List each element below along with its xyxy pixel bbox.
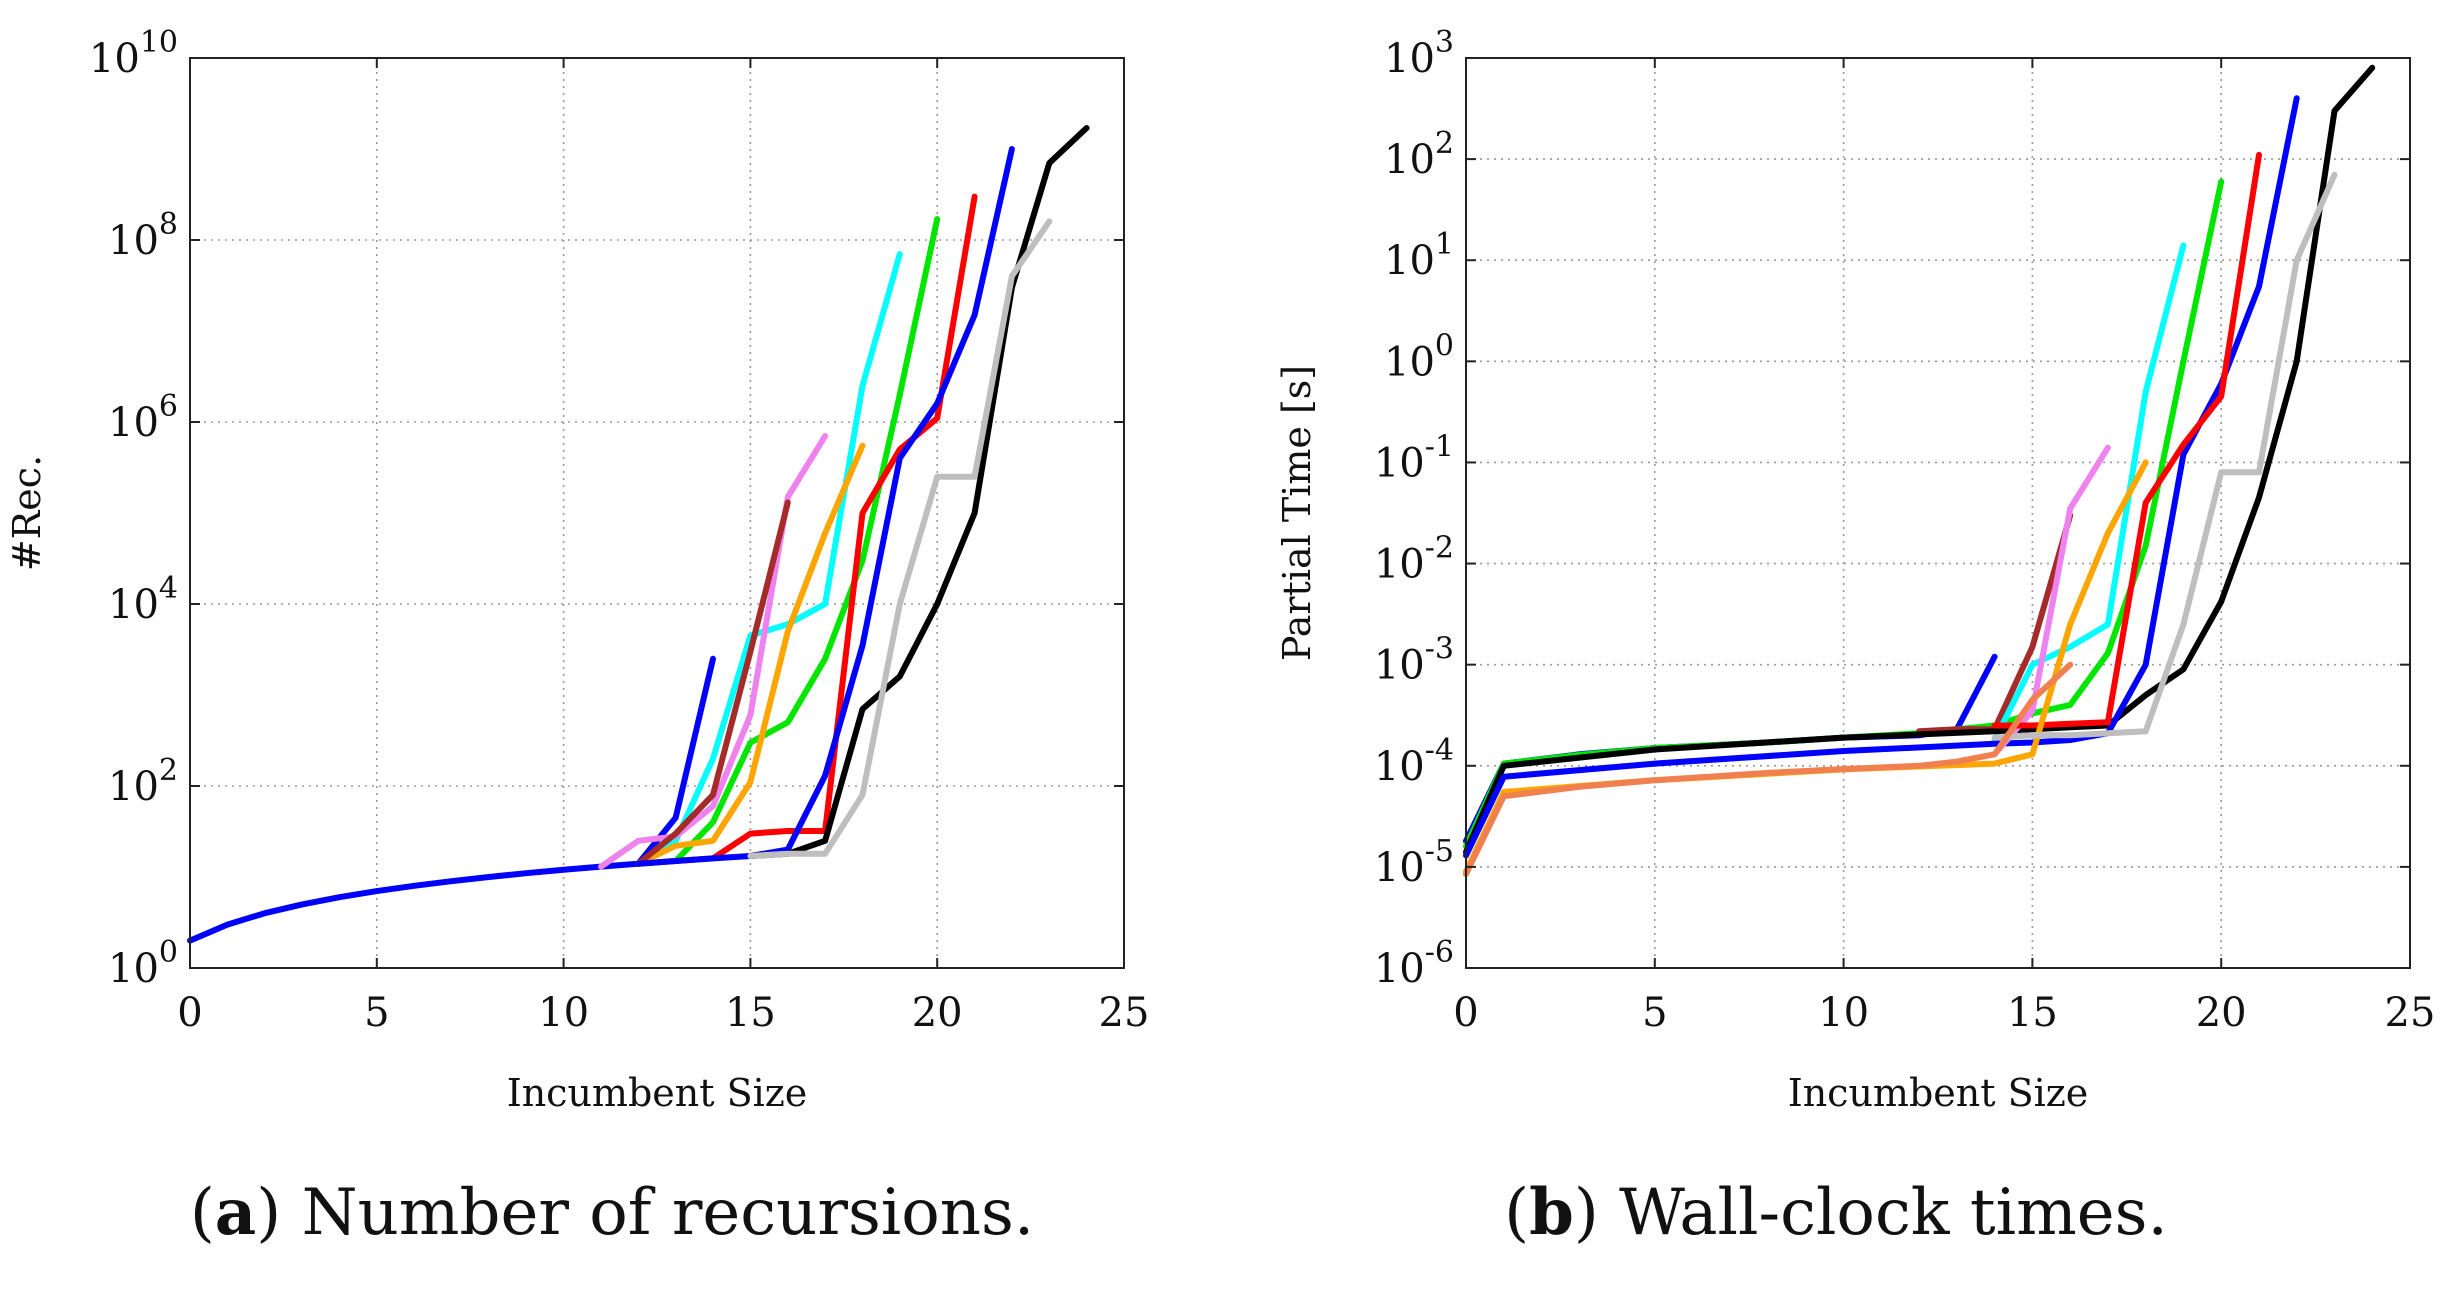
x-tick-label: 20: [912, 990, 963, 1036]
series-group: [1463, 64, 2376, 877]
caption-letter: a: [214, 1175, 257, 1250]
series-line-6: [1991, 444, 2111, 758]
y-tick-label: 108: [108, 207, 178, 264]
series-line-9: [747, 218, 1053, 859]
series-line-0: [187, 655, 716, 944]
y-tick-label: 10-1: [1374, 429, 1454, 486]
y-tick-label: 1010: [89, 25, 178, 82]
x-tick-label: 15: [2007, 990, 2058, 1036]
plot-frame: [1465, 57, 2411, 969]
series-line-3: [1991, 242, 2187, 743]
y-tick-label: 10-6: [1374, 935, 1454, 992]
panel-a: 0 5 10 15 20 25 100 102 104 106 108 1010 Incumbent S…: [5, 25, 1150, 1250]
x-tick-label: 15: [725, 990, 776, 1036]
caption-b: (b) Wall-clock times.: [1504, 1175, 2168, 1250]
y-tick-label: 10-3: [1374, 632, 1454, 689]
x-axis-label: Incumbent Size: [1788, 1071, 2089, 1115]
caption-letter: b: [1529, 1175, 1574, 1250]
wall-clock-chart: 0 5 10 15 20 25 10-6 10-5 10-4 10-3 10-2 10-1 100 101…: [1275, 25, 2436, 1115]
caption-text: Number of recursions.: [301, 1176, 1035, 1250]
series-line-7: [635, 146, 1015, 867]
y-tick-label: 10-5: [1374, 834, 1454, 891]
y-tick-label: 100: [108, 935, 178, 992]
series-line-5: [635, 499, 791, 867]
series-line-8: [1463, 459, 2149, 875]
series-line-3: [635, 442, 866, 867]
y-axis-label: #Rec.: [5, 455, 49, 571]
y-tick-label: 102: [108, 753, 178, 810]
series-line-5: [1463, 95, 2300, 859]
y-tick-label: 101: [1384, 227, 1454, 284]
y-tick-label: 104: [108, 571, 178, 628]
caption-text: Wall-clock times.: [1619, 1176, 2168, 1250]
y-axis-label: Partial Time [s]: [1275, 365, 1319, 661]
x-tick-label: 0: [1453, 990, 1478, 1036]
series-line-4: [598, 433, 829, 870]
y-tick-label: 103: [1384, 25, 1454, 82]
y-tick-label: 10-4: [1374, 733, 1454, 790]
grid: [189, 57, 1125, 969]
grid: [1465, 57, 2411, 969]
x-tick-label: 0: [177, 990, 202, 1036]
series-line-10: [1463, 661, 2074, 877]
plot-frame: [189, 57, 1125, 969]
panel-b: 0 5 10 15 20 25 10-6 10-5 10-4 10-3 10-2 10-1 100 101…: [1224, 0, 2448, 1306]
series-line-8: [747, 125, 1090, 859]
y-tick-label: 106: [108, 389, 178, 446]
x-tick-label: 20: [2196, 990, 2247, 1036]
y-tick-label: 102: [1384, 126, 1454, 183]
y-tick-label: 10-2: [1374, 531, 1454, 588]
x-tick-label: 5: [364, 990, 389, 1036]
x-tick-label: 25: [2385, 990, 2436, 1036]
caption-a: (a) Number of recursions.: [189, 1175, 1035, 1250]
series-line-4: [1463, 64, 2376, 856]
series-group: [187, 125, 1090, 944]
series-line-9: [1991, 171, 2338, 741]
x-tick-label: 25: [1099, 990, 1150, 1036]
x-tick-label: 10: [1818, 990, 1869, 1036]
x-tick-label: 10: [538, 990, 589, 1036]
x-axis-label: Incumbent Size: [507, 1071, 808, 1115]
x-tick-label: 5: [1642, 990, 1667, 1036]
recursions-chart: 0 5 10 15 20 25 100 102 104 106 108 1010 Incumbent S…: [5, 25, 1150, 1115]
series-line-2: [635, 216, 941, 867]
y-tick-label: 100: [1384, 328, 1454, 385]
